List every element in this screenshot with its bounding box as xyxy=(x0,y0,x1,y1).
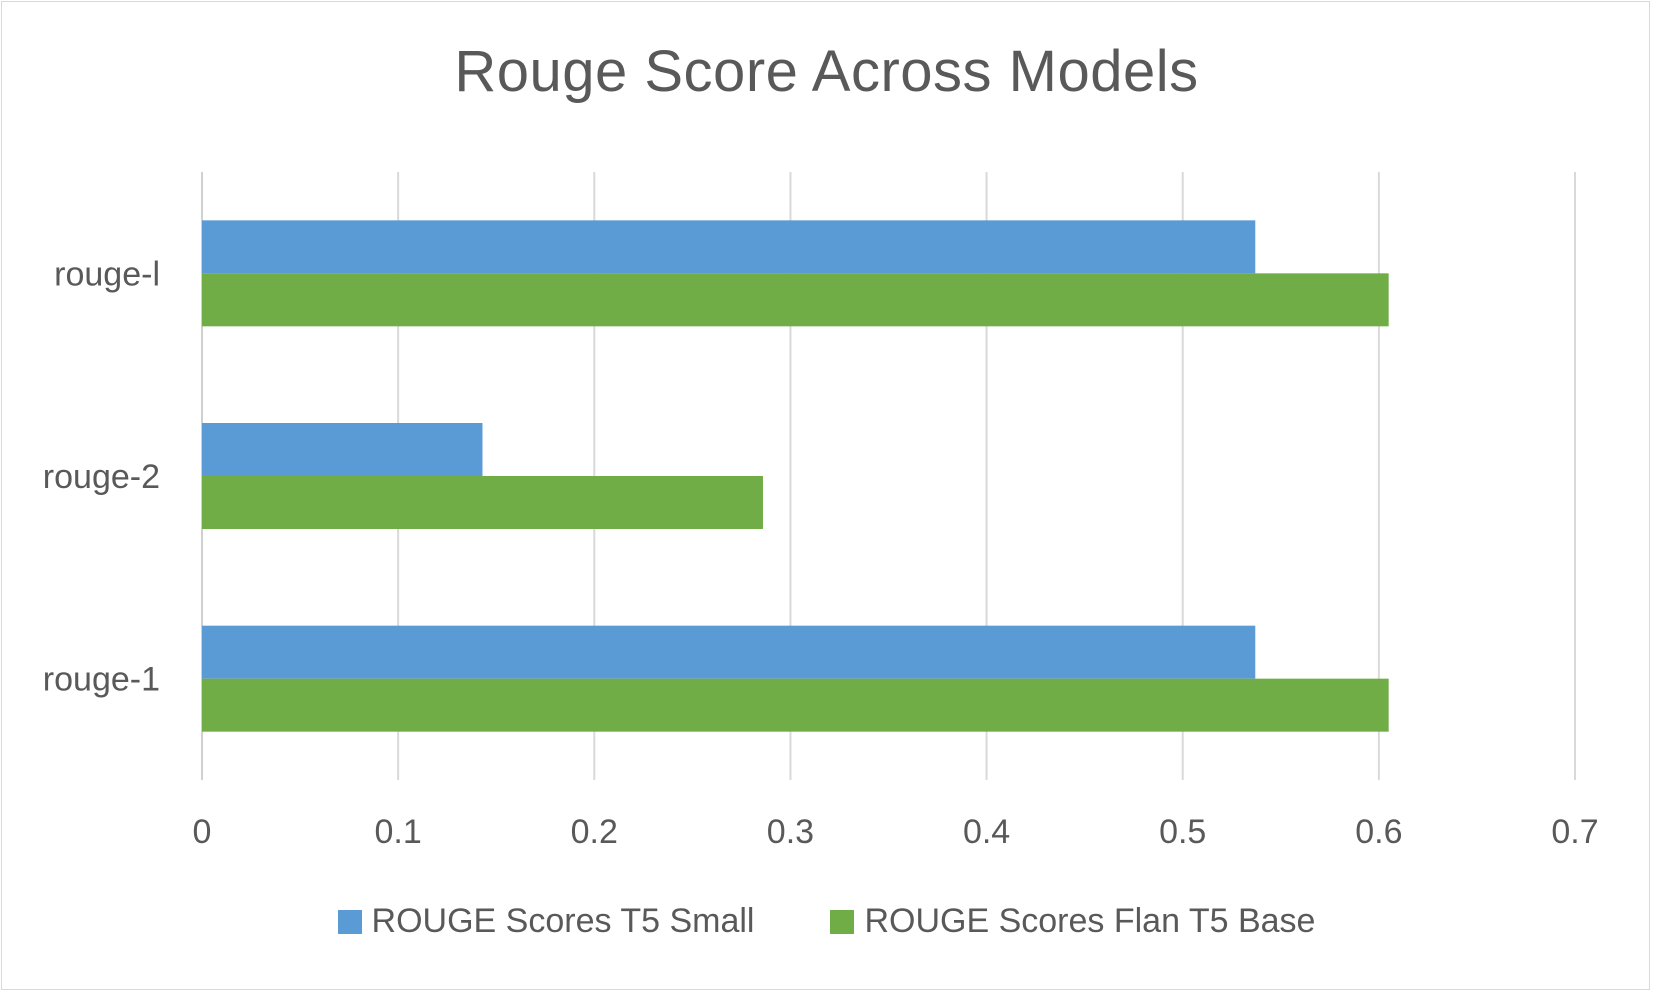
x-tick-label-0-4: 0.4 xyxy=(963,813,1010,851)
category-label-rouge-1: rouge-1 xyxy=(43,661,160,699)
x-tick-label-0-2: 0.2 xyxy=(571,813,618,851)
bar-rouge-l-series-1 xyxy=(202,273,1389,327)
legend: ROUGE Scores T5 Small ROUGE Scores Flan … xyxy=(0,902,1653,941)
x-tick-label-0-6: 0.6 xyxy=(1355,813,1402,851)
x-axis-ticks: 0 0.1 0.2 0.3 0.4 0.5 0.6 0.7 xyxy=(193,813,1599,851)
x-tick-label-0-5: 0.5 xyxy=(1159,813,1206,851)
legend-swatch-flan-t5-base xyxy=(830,909,855,934)
bar-rouge-1-series-1 xyxy=(202,678,1389,732)
bar-rouge-2-series-1 xyxy=(202,476,763,529)
y-axis-categories: rouge-l rouge-2 rouge-1 xyxy=(43,255,160,698)
bar-rouge-1-series-0 xyxy=(202,625,1256,679)
legend-label-t5-small: ROUGE Scores T5 Small xyxy=(371,902,755,940)
bar-rouge-2-series-0 xyxy=(202,423,483,476)
legend-item-flan-t5-base: ROUGE Scores Flan T5 Base xyxy=(830,902,1315,941)
x-tick-label-0-1: 0.1 xyxy=(375,813,422,851)
legend-swatch-t5-small xyxy=(337,909,362,934)
legend-label-flan-t5-base: ROUGE Scores Flan T5 Base xyxy=(864,902,1316,940)
bar-rouge-l-series-0 xyxy=(202,220,1256,274)
x-tick-label-0-7: 0.7 xyxy=(1551,813,1598,851)
bars xyxy=(202,220,1389,732)
category-label-rouge-l: rouge-l xyxy=(54,255,160,293)
legend-item-t5-small: ROUGE Scores T5 Small xyxy=(337,902,755,941)
x-tick-label-0: 0 xyxy=(193,813,212,851)
chart-title: Rouge Score Across Models xyxy=(454,39,1199,104)
x-tick-label-0-3: 0.3 xyxy=(767,813,814,851)
category-label-rouge-2: rouge-2 xyxy=(43,458,160,496)
